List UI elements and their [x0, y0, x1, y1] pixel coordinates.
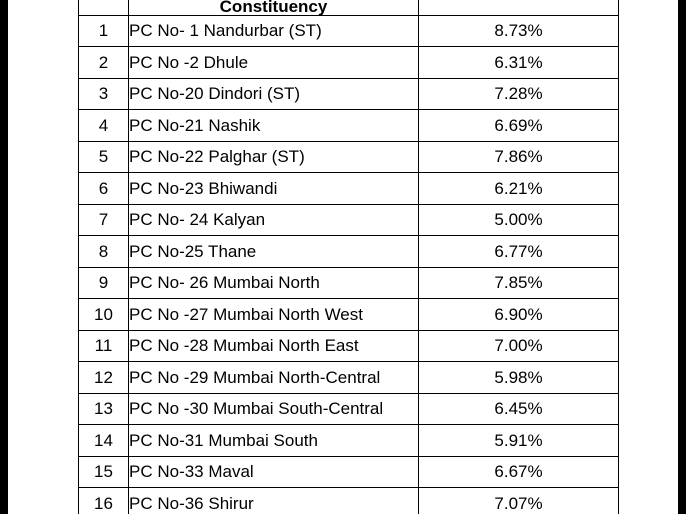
- row-serial-number: 5: [78, 140, 129, 173]
- row-constituency-name: PC No- 1 Nandurbar (ST): [128, 14, 419, 47]
- row-constituency-name: PC No-21 Nashik: [128, 109, 419, 142]
- row-serial-number: 8: [78, 235, 129, 268]
- row-serial-number: 13: [78, 392, 129, 425]
- row-percentage: 7.28%: [418, 77, 619, 110]
- row-percentage: 6.21%: [418, 172, 619, 205]
- row-constituency-name: PC No-23 Bhiwandi: [128, 172, 419, 205]
- table-row: 4 PC No-21 Nashik 6.69%: [78, 109, 619, 142]
- table-row: 9 PC No- 26 Mumbai North 7.85%: [78, 266, 619, 299]
- row-serial-number: 7: [78, 203, 129, 236]
- row-constituency-name: PC No-20 Dindori (ST): [128, 77, 419, 110]
- row-constituency-name: PC No -27 Mumbai North West: [128, 298, 419, 331]
- row-constituency-name: PC No -29 Mumbai North-Central: [128, 361, 419, 394]
- table-row: 10 PC No -27 Mumbai North West 6.90%: [78, 298, 619, 331]
- row-percentage: 6.90%: [418, 298, 619, 331]
- document-page: Constituency 1 PC No- 1 Nandurbar (ST) 8.7…: [8, 0, 678, 514]
- row-constituency-name: PC No-22 Palghar (ST): [128, 140, 419, 173]
- row-serial-number: 12: [78, 361, 129, 394]
- row-percentage: 6.69%: [418, 109, 619, 142]
- row-percentage: 6.67%: [418, 455, 619, 488]
- table-header-row: Constituency: [78, 0, 619, 16]
- row-serial-number: 14: [78, 424, 129, 457]
- row-percentage: 7.07%: [418, 487, 619, 514]
- turnout-table: Constituency 1 PC No- 1 Nandurbar (ST) 8.7…: [78, 0, 619, 514]
- table-row: 14 PC No-31 Mumbai South 5.91%: [78, 424, 619, 457]
- row-serial-number: 11: [78, 329, 129, 362]
- table-row: 2 PC No -2 Dhule 6.31%: [78, 46, 619, 79]
- header-percentage-cell: [418, 0, 619, 16]
- row-serial-number: 4: [78, 109, 129, 142]
- table-row: 8 PC No-25 Thane 6.77%: [78, 235, 619, 268]
- table-body: 1 PC No- 1 Nandurbar (ST) 8.73% 2 PC No -2 D…: [78, 14, 619, 514]
- header-sn-cell: [78, 0, 129, 16]
- row-percentage: 8.73%: [418, 14, 619, 47]
- row-constituency-name: PC No-33 Maval: [128, 455, 419, 488]
- row-serial-number: 16: [78, 487, 129, 514]
- table-row: 15 PC No-33 Maval 6.67%: [78, 455, 619, 488]
- row-serial-number: 10: [78, 298, 129, 331]
- row-percentage: 7.00%: [418, 329, 619, 362]
- row-serial-number: 15: [78, 455, 129, 488]
- row-percentage: 6.77%: [418, 235, 619, 268]
- row-serial-number: 1: [78, 14, 129, 47]
- row-constituency-name: PC No -2 Dhule: [128, 46, 419, 79]
- table-row: 13 PC No -30 Mumbai South-Central 6.45%: [78, 392, 619, 425]
- row-constituency-name: PC No- 24 Kalyan: [128, 203, 419, 236]
- row-serial-number: 2: [78, 46, 129, 79]
- table-row: 5 PC No-22 Palghar (ST) 7.86%: [78, 140, 619, 173]
- row-constituency-name: PC No-36 Shirur: [128, 487, 419, 514]
- row-constituency-name: PC No- 26 Mumbai North: [128, 266, 419, 299]
- header-constituency: Constituency: [128, 0, 419, 16]
- table-row: 1 PC No- 1 Nandurbar (ST) 8.73%: [78, 14, 619, 47]
- row-constituency-name: PC No -28 Mumbai North East: [128, 329, 419, 362]
- row-constituency-name: PC No-25 Thane: [128, 235, 419, 268]
- row-percentage: 5.00%: [418, 203, 619, 236]
- table-row: 11 PC No -28 Mumbai North East 7.00%: [78, 329, 619, 362]
- table-row: 6 PC No-23 Bhiwandi 6.21%: [78, 172, 619, 205]
- row-percentage: 5.98%: [418, 361, 619, 394]
- row-percentage: 7.85%: [418, 266, 619, 299]
- row-constituency-name: PC No -30 Mumbai South-Central: [128, 392, 419, 425]
- table-row: 12 PC No -29 Mumbai North-Central 5.98%: [78, 361, 619, 394]
- row-serial-number: 6: [78, 172, 129, 205]
- row-percentage: 5.91%: [418, 424, 619, 457]
- table-row: 3 PC No-20 Dindori (ST) 7.28%: [78, 77, 619, 110]
- table-row: 16 PC No-36 Shirur 7.07%: [78, 487, 619, 514]
- row-percentage: 7.86%: [418, 140, 619, 173]
- table-row: 7 PC No- 24 Kalyan 5.00%: [78, 203, 619, 236]
- row-percentage: 6.31%: [418, 46, 619, 79]
- row-constituency-name: PC No-31 Mumbai South: [128, 424, 419, 457]
- row-percentage: 6.45%: [418, 392, 619, 425]
- row-serial-number: 3: [78, 77, 129, 110]
- row-serial-number: 9: [78, 266, 129, 299]
